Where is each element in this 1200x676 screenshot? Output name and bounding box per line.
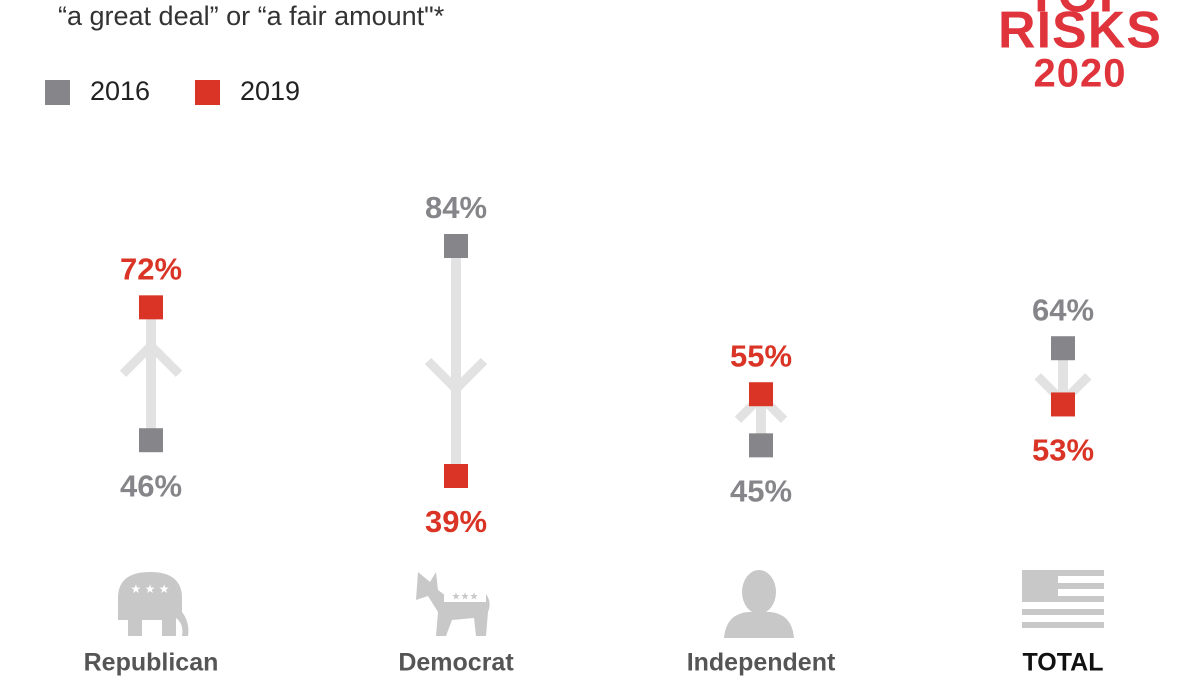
value-label: 64% <box>1032 292 1094 327</box>
value-label: 39% <box>425 504 487 539</box>
logo-line: 2020 <box>1034 52 1127 96</box>
direction-chevron <box>119 339 183 377</box>
svg-text:★ ★ ★: ★ ★ ★ <box>131 582 170 596</box>
value-label: 55% <box>730 338 792 373</box>
icons: ★ ★ ★ ★★★ <box>118 570 1104 638</box>
point-marker <box>1051 392 1075 417</box>
category-label: TOTAL <box>1022 649 1103 676</box>
category-label: Republican <box>84 649 219 676</box>
value-label: 46% <box>120 468 182 503</box>
point-marker <box>444 234 468 258</box>
logo-line: RISKS <box>998 2 1162 60</box>
legend-label: 2019 <box>240 76 300 106</box>
plot: 46% 72% Republican 84% 39% Democrat 45% 55% Inde… <box>84 190 1104 676</box>
svg-text:★★★: ★★★ <box>452 592 479 603</box>
point-marker <box>749 382 773 407</box>
value-label: 53% <box>1032 433 1094 468</box>
point-marker <box>444 464 468 488</box>
flag-icon <box>1022 570 1104 630</box>
legend: 2016 2019 <box>45 76 300 106</box>
logo-line: TOP <box>1026 0 1135 24</box>
point-marker <box>749 433 773 458</box>
point-marker <box>1051 336 1075 361</box>
person-icon <box>724 570 794 638</box>
point-marker <box>139 295 163 320</box>
legend-swatch <box>45 80 70 105</box>
elephant-icon: ★ ★ ★ <box>118 572 189 636</box>
value-label: 45% <box>730 474 792 509</box>
category-label: Democrat <box>398 649 514 676</box>
legend-label: 2016 <box>90 76 150 106</box>
value-label: 84% <box>425 190 487 225</box>
donkey-icon: ★★★ <box>416 572 490 636</box>
value-label: 72% <box>120 252 182 287</box>
direction-chevron <box>424 357 488 396</box>
point-marker <box>139 428 163 453</box>
category-label: Independent <box>687 649 836 676</box>
subtitle: “a great deal” or “a fair amount"* <box>58 1 445 31</box>
logo: TOP RISKS 2020 <box>998 0 1162 96</box>
legend-swatch <box>195 80 220 105</box>
